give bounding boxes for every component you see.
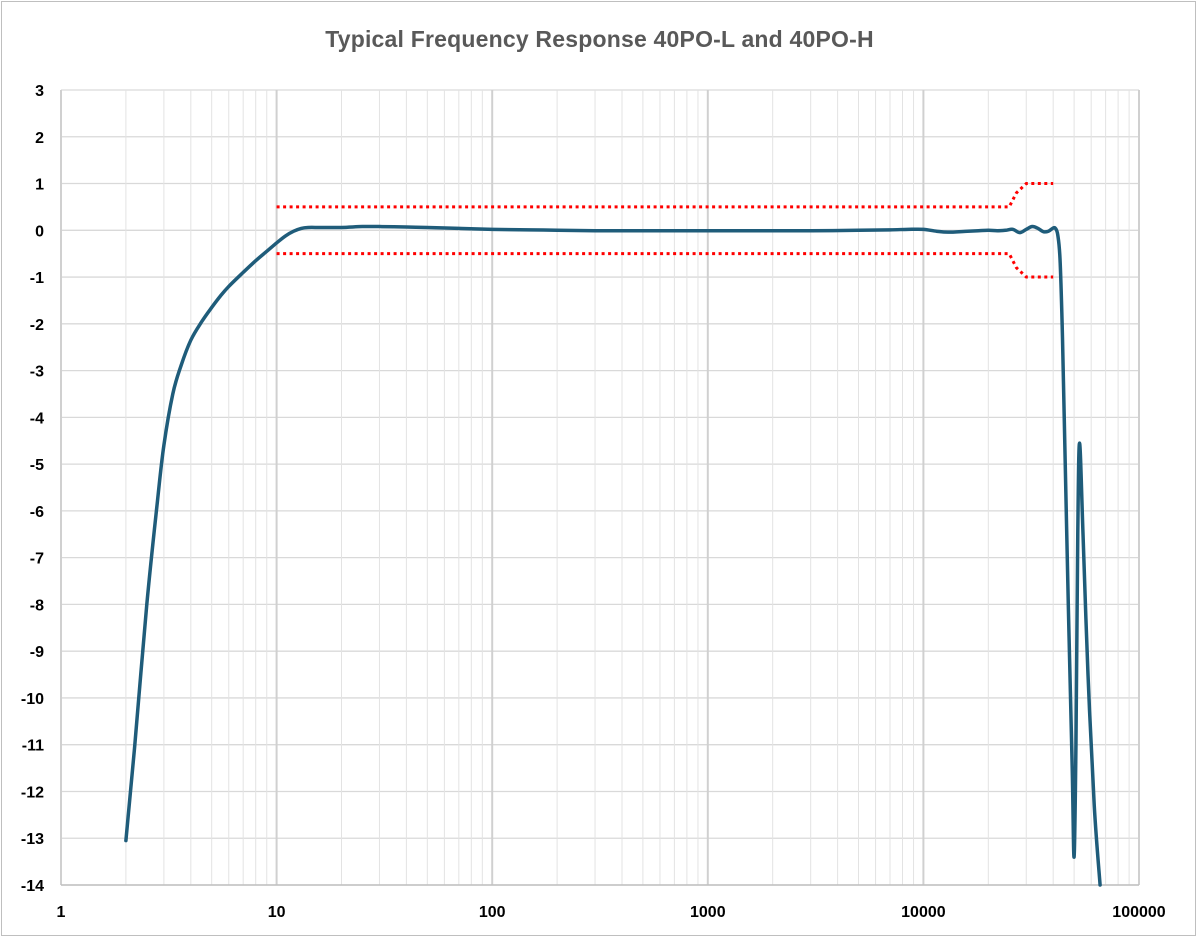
lower-tolerance-line: [276, 252, 1054, 279]
y-tick-label: 2: [35, 130, 44, 147]
y-tick-label: 1: [35, 177, 44, 194]
y-tick-label: -1: [30, 270, 44, 287]
y-tick-label: 3: [35, 83, 44, 100]
x-tick-label: 10: [268, 904, 286, 921]
y-tick-label: -10: [21, 691, 44, 708]
x-tick-label: 100: [479, 904, 506, 921]
y-tick-label: -12: [21, 784, 44, 801]
y-tick-label: -3: [30, 364, 44, 381]
x-tick-label: 1: [57, 904, 66, 921]
y-tick-label: -4: [30, 410, 44, 427]
x-tick-label: 100000: [1112, 904, 1165, 921]
y-tick-label: -7: [30, 551, 44, 568]
y-tick-label: -2: [30, 317, 44, 334]
y-tick-label: 0: [35, 223, 44, 240]
y-tick-label: -13: [21, 831, 44, 848]
x-tick-label: 1000: [690, 904, 726, 921]
y-tick-label: -9: [30, 644, 44, 661]
series-lines: [124, 182, 1102, 887]
grid-lines: [60, 89, 1140, 886]
upper-tolerance-line: [276, 182, 1054, 209]
y-tick-label: -5: [30, 457, 44, 474]
x-tick-label: 10000: [901, 904, 946, 921]
y-tick-label: -6: [30, 504, 44, 521]
y-tick-label: -11: [22, 738, 44, 755]
chart-title: Typical Frequency Response 40PO-L and 40…: [325, 26, 874, 52]
y-tick-label: -8: [30, 597, 44, 614]
y-tick-label: -14: [21, 878, 44, 895]
frequency-response-line: [124, 224, 1102, 887]
